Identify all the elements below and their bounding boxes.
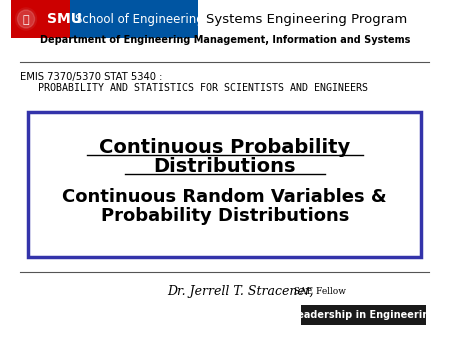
Circle shape: [16, 8, 36, 30]
Text: Probability Distributions: Probability Distributions: [100, 207, 349, 225]
Text: Systems Engineering Program: Systems Engineering Program: [206, 13, 407, 25]
FancyBboxPatch shape: [70, 0, 198, 38]
Text: School of Engineering: School of Engineering: [75, 13, 203, 25]
Text: Department of Engineering Management, Information and Systems: Department of Engineering Management, In…: [40, 35, 410, 45]
Text: Continuous Random Variables &: Continuous Random Variables &: [63, 188, 387, 206]
Text: EMIS 7370/5370 STAT 5340 :: EMIS 7370/5370 STAT 5340 :: [20, 72, 163, 82]
Text: Leadership in Engineering: Leadership in Engineering: [291, 310, 436, 320]
Circle shape: [18, 10, 35, 28]
Text: Continuous Probability: Continuous Probability: [99, 138, 351, 157]
Text: SAE Fellow: SAE Fellow: [291, 287, 346, 296]
Text: Dr. Jerrell T. Stracener,: Dr. Jerrell T. Stracener,: [168, 285, 314, 298]
FancyBboxPatch shape: [28, 112, 422, 257]
FancyBboxPatch shape: [11, 0, 139, 38]
Text: SMU: SMU: [47, 12, 82, 26]
FancyBboxPatch shape: [301, 305, 426, 325]
Text: Distributions: Distributions: [153, 157, 296, 176]
Text: PROBABILITY AND STATISTICS FOR SCIENTISTS AND ENGINEERS: PROBABILITY AND STATISTICS FOR SCIENTIST…: [20, 83, 368, 93]
Text: 🏛: 🏛: [22, 15, 29, 25]
